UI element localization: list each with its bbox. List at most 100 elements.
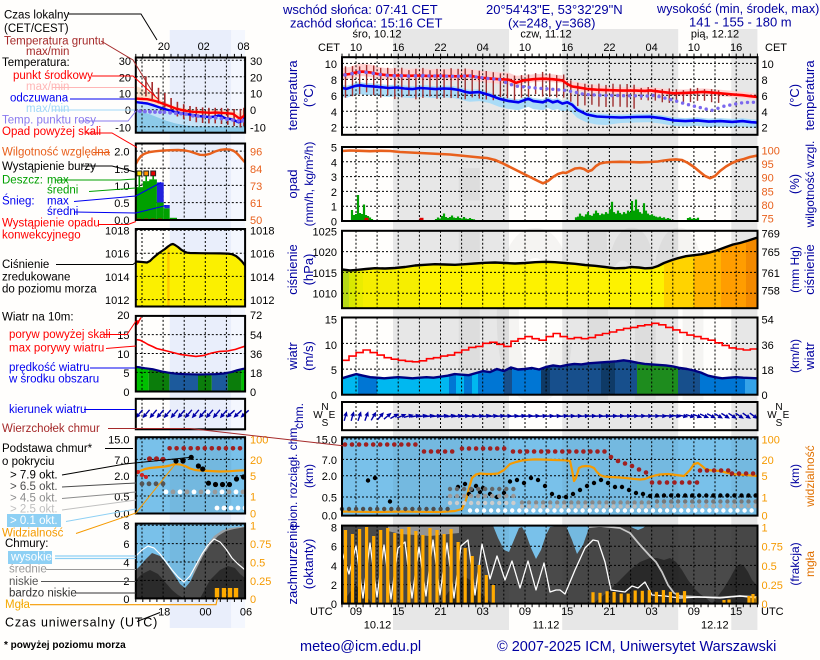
svg-text:1016: 1016	[105, 249, 129, 261]
svg-text:10: 10	[325, 59, 337, 71]
svg-text:1015: 1015	[313, 268, 337, 280]
svg-text:30: 30	[119, 56, 131, 68]
svg-text:1: 1	[250, 521, 256, 533]
svg-text:0.75: 0.75	[762, 542, 783, 554]
svg-text:poryw powyżej skali: poryw powyżej skali	[9, 329, 111, 341]
svg-text:4: 4	[762, 107, 768, 119]
svg-text:(mm/h, kg/m²/h): (mm/h, kg/m²/h)	[302, 142, 316, 227]
svg-text:0.5: 0.5	[114, 492, 129, 504]
svg-text:o pokryciu: o pokryciu	[2, 456, 54, 468]
svg-text:20: 20	[762, 455, 774, 467]
svg-text:Podstawa chmur*: Podstawa chmur*	[2, 443, 93, 455]
svg-text:konwekcyjnego: konwekcyjnego	[2, 230, 81, 242]
svg-text:do poziomu morza: do poziomu morza	[2, 283, 97, 295]
svg-text:84: 84	[250, 164, 262, 176]
svg-text:10: 10	[519, 42, 531, 54]
svg-text:761: 761	[762, 268, 780, 280]
svg-text:09: 09	[688, 606, 700, 618]
svg-text:max: max	[47, 196, 69, 208]
svg-text:8: 8	[762, 75, 768, 87]
svg-text:1016: 1016	[250, 249, 274, 261]
svg-text:0.25: 0.25	[762, 580, 783, 592]
svg-text:0: 0	[250, 594, 256, 606]
svg-text:03: 03	[646, 606, 658, 618]
svg-text:04: 04	[477, 42, 489, 54]
svg-text:0.5: 0.5	[114, 198, 129, 210]
svg-text:temperatura: temperatura	[802, 60, 817, 131]
svg-text:1014: 1014	[250, 272, 274, 284]
svg-text:1012: 1012	[250, 295, 274, 307]
svg-text:5: 5	[762, 471, 768, 483]
svg-text:ciśnienie: ciśnienie	[285, 244, 300, 295]
svg-text:Wiatr na 10m:: Wiatr na 10m:	[2, 311, 74, 323]
svg-text:UTC: UTC	[761, 606, 784, 618]
svg-text:96: 96	[250, 147, 262, 159]
svg-text:20°54'43"E, 53°32'29"N: 20°54'43"E, 53°32'29"N	[486, 2, 623, 17]
svg-text:15: 15	[730, 606, 742, 618]
svg-text:Wystąpienie opadu: Wystąpienie opadu	[2, 218, 100, 230]
svg-text:09: 09	[519, 606, 531, 618]
svg-text:18: 18	[158, 607, 170, 619]
svg-text:54: 54	[250, 330, 262, 342]
svg-text:(hPa): (hPa)	[301, 254, 316, 286]
svg-text:03: 03	[477, 606, 489, 618]
svg-text:0: 0	[125, 105, 131, 117]
svg-text:wschód słońca: 07:41 CET: wschód słońca: 07:41 CET	[282, 2, 438, 17]
svg-text:UTC: UTC	[310, 606, 333, 618]
svg-text:0.0: 0.0	[322, 511, 337, 523]
svg-text:Chmury:: Chmury:	[5, 538, 48, 550]
svg-text:1.0: 1.0	[114, 181, 129, 193]
svg-text:prędkość wiatru: prędkość wiatru	[9, 362, 90, 374]
svg-text:bardzo niskie: bardzo niskie	[9, 587, 77, 599]
svg-text:4: 4	[331, 107, 337, 119]
svg-text:(°C): (°C)	[787, 84, 802, 107]
svg-text:10.12: 10.12	[364, 620, 392, 632]
svg-text:S: S	[322, 418, 329, 429]
svg-text:10: 10	[762, 59, 774, 71]
svg-text:765: 765	[762, 247, 780, 259]
svg-text:12.12: 12.12	[701, 620, 729, 632]
svg-text:Temperatura:: Temperatura:	[2, 57, 70, 69]
svg-text:85: 85	[762, 186, 774, 198]
svg-text:1025: 1025	[313, 227, 337, 239]
svg-text:10: 10	[325, 340, 337, 352]
svg-text:80: 80	[762, 200, 774, 212]
svg-text:wiatr: wiatr	[285, 342, 300, 371]
svg-text:śro, 10.12: śro, 10.12	[353, 29, 402, 41]
svg-text:(km/h): (km/h)	[788, 339, 802, 373]
svg-text:8: 8	[123, 521, 129, 533]
svg-text:Śnieg:: Śnieg:	[2, 195, 35, 208]
svg-text:36: 36	[250, 349, 262, 361]
svg-text:6: 6	[123, 539, 129, 551]
svg-text:średni: średni	[47, 184, 78, 196]
svg-text:max/min: max/min	[26, 103, 69, 115]
svg-text:95: 95	[762, 159, 774, 171]
svg-text:temperatura: temperatura	[285, 60, 300, 131]
svg-text:N: N	[775, 402, 782, 413]
svg-text:1.5: 1.5	[114, 164, 129, 176]
svg-text:16: 16	[730, 42, 742, 54]
svg-text:10: 10	[250, 89, 262, 101]
svg-text:2.0: 2.0	[322, 471, 337, 483]
svg-text:max/min: max/min	[26, 81, 69, 93]
svg-text:20: 20	[250, 455, 262, 467]
svg-text:54: 54	[762, 314, 774, 326]
svg-text:30: 30	[250, 56, 262, 68]
svg-text:Ciśnienie: Ciśnienie	[2, 259, 49, 271]
svg-text:2: 2	[331, 123, 337, 135]
svg-text:09: 09	[350, 606, 362, 618]
svg-text:15: 15	[392, 606, 404, 618]
svg-text:N: N	[321, 402, 328, 413]
svg-text:15: 15	[325, 314, 337, 326]
svg-text:Temp. punktu rosy: Temp. punktu rosy	[2, 114, 96, 126]
svg-text:Czas uniwersalny (UTC): Czas uniwersalny (UTC)	[5, 615, 158, 629]
svg-text:widzialność: widzialność	[803, 445, 817, 507]
svg-text:11.12: 11.12	[533, 620, 560, 632]
svg-text:2: 2	[331, 187, 337, 199]
svg-text:769: 769	[762, 229, 780, 241]
svg-text:1010: 1010	[313, 289, 337, 301]
svg-text:> 4.5 okt.: > 4.5 okt.	[10, 493, 58, 505]
svg-text:18: 18	[250, 368, 262, 380]
svg-text:15: 15	[117, 330, 129, 342]
svg-text:1014: 1014	[105, 272, 129, 284]
